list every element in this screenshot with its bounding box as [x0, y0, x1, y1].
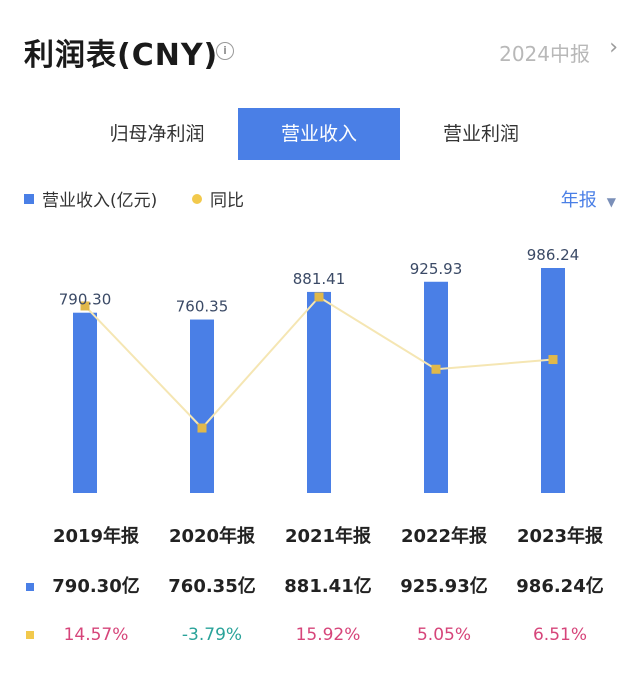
year-row: 2019年报 2020年报 2021年报 2022年报 2023年报 [0, 520, 640, 554]
revenue-chart: 790.30 760.35 881.41 925.93 986.24 [59, 246, 580, 493]
tab-net-profit[interactable]: 归母净利润 [109, 123, 205, 145]
header: 利润表(CNY) i 2024中报 › [24, 30, 618, 74]
year-label: 2021年报 [284, 526, 372, 547]
tab-revenue[interactable]: 营业收入 [238, 108, 400, 160]
yoy-value: 14.57% [63, 625, 129, 645]
bar-value-label: 760.35 [176, 298, 229, 316]
revenue-bar[interactable] [190, 319, 214, 493]
period-select-label: 年报 [560, 190, 597, 211]
revenue-row: 790.30亿 760.35亿 881.41亿 925.93亿 986.24亿 [0, 570, 640, 604]
legend-yoy: 同比 [192, 188, 244, 214]
period-select[interactable]: 年报 ▼ [561, 188, 616, 215]
yoy-point[interactable] [80, 301, 90, 311]
period-label[interactable]: 2024中报 [499, 42, 590, 66]
info-icon[interactable]: i [216, 42, 234, 60]
bar-value-label: 881.41 [293, 270, 346, 288]
legend-revenue-label: 营业收入(亿元) [42, 191, 158, 211]
revenue-value: 760.35亿 [168, 576, 256, 597]
yoy-value: 15.92% [295, 625, 361, 645]
revenue-value: 790.30亿 [52, 576, 140, 597]
bar-value-label: 925.93 [410, 260, 463, 278]
revenue-bar[interactable] [541, 268, 565, 493]
legend: 营业收入(亿元) 同比 年报 ▼ [24, 188, 616, 214]
year-label: 2023年报 [516, 526, 604, 547]
legend-line-marker [192, 194, 202, 204]
yoy-point[interactable] [548, 355, 558, 365]
yoy-point[interactable] [314, 292, 324, 302]
tab-operating-profit[interactable]: 营业利润 [442, 123, 519, 145]
bar-value-label: 986.24 [527, 246, 580, 264]
revenue-row-marker [26, 583, 34, 591]
revenue-value: 925.93亿 [400, 576, 488, 597]
legend-bar-marker [24, 194, 34, 204]
revenue-bar[interactable] [73, 312, 97, 493]
bar-value-label: 790.30 [59, 291, 112, 309]
revenue-value: 986.24亿 [516, 576, 604, 597]
chevron-right-icon[interactable]: › [609, 35, 618, 60]
yoy-value: 6.51% [532, 625, 587, 645]
yoy-value: 5.05% [416, 625, 471, 645]
revenue-value: 881.41亿 [284, 576, 372, 597]
year-label: 2022年报 [400, 526, 488, 547]
legend-revenue: 营业收入(亿元) [24, 188, 157, 214]
legend-yoy-label: 同比 [210, 191, 244, 211]
caret-down-icon: ▼ [606, 195, 616, 209]
year-label: 2019年报 [52, 526, 140, 547]
yoy-point[interactable] [197, 423, 207, 433]
revenue-bar[interactable] [307, 291, 331, 493]
revenue-bar[interactable] [424, 281, 448, 493]
page-title: 利润表(CNY) [24, 38, 219, 73]
yoy-value: -3.79% [181, 625, 243, 645]
yoy-point[interactable] [431, 364, 441, 374]
yoy-row-marker [26, 631, 34, 639]
yoy-row: 14.57% -3.79% 15.92% 5.05% 6.51% [0, 618, 640, 652]
year-label: 2020年报 [168, 526, 256, 547]
metric-tabs: 归母净利润 营业收入 营业利润 [76, 108, 562, 160]
